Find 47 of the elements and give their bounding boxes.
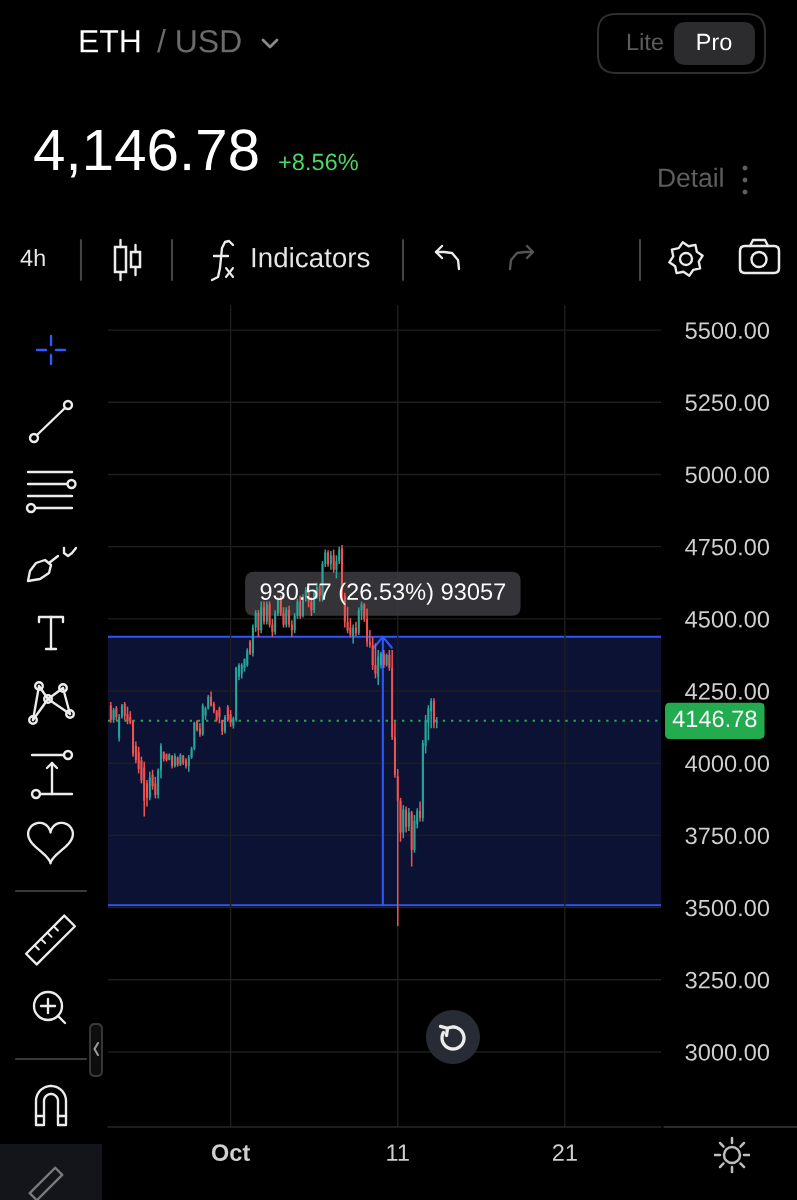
text: Indicators (252, 247, 370, 268)
candlestick (246, 647, 249, 668)
candlestick (260, 600, 263, 635)
x-tick-label: Oct (211, 1144, 250, 1162)
candlestick (176, 755, 179, 768)
y-tick-label: 4250.00 (685, 683, 770, 700)
y-tick-label: 3750.00 (685, 827, 770, 845)
candlestick (332, 548, 335, 574)
candlestick (185, 757, 188, 770)
y-tick-label: 5000.00 (685, 466, 770, 484)
candlestick (385, 652, 388, 668)
candlestick (126, 705, 129, 725)
x-tick-label: 21 (552, 1144, 577, 1161)
chart-subtitle: / USD (157, 29, 241, 53)
candlestick (366, 607, 369, 648)
candlestick (402, 804, 405, 840)
y-tick-label: 4500.00 (685, 610, 770, 628)
y-tick-label: 3250.00 (685, 971, 770, 989)
y-tick-label: 5250.00 (685, 394, 770, 412)
ref-line-label: 4146.78 (672, 710, 757, 728)
candlestick (229, 709, 232, 728)
y-tick-label: 4750.00 (685, 538, 770, 556)
x-tick-label: 11 (387, 1144, 409, 1161)
candlestick (112, 707, 115, 724)
candlestick (257, 609, 260, 638)
candlestick (377, 649, 380, 686)
candlestick (168, 752, 171, 762)
candlestick (115, 705, 118, 722)
y-tick-label: 5500.00 (685, 322, 770, 339)
text: Detail (659, 167, 723, 188)
text: Pro (697, 33, 732, 51)
text: 4,146.78 (34, 129, 258, 178)
candlestick (435, 716, 438, 730)
y-tick-label: 4000.00 (685, 755, 770, 772)
candlestick (410, 810, 413, 868)
text: 4h (20, 249, 45, 267)
candlestick (201, 702, 204, 737)
candlestick (224, 714, 227, 735)
candlestick (419, 800, 422, 823)
text: Lite (627, 33, 663, 51)
text: +8.56% (279, 153, 358, 171)
candlestick (162, 750, 165, 763)
chart-title: ETH (80, 30, 140, 53)
candlestick (109, 701, 112, 724)
candlestick (285, 606, 288, 629)
y-tick-label: 3000.00 (685, 1044, 770, 1061)
y-tick-label: 3500.00 (685, 899, 770, 917)
